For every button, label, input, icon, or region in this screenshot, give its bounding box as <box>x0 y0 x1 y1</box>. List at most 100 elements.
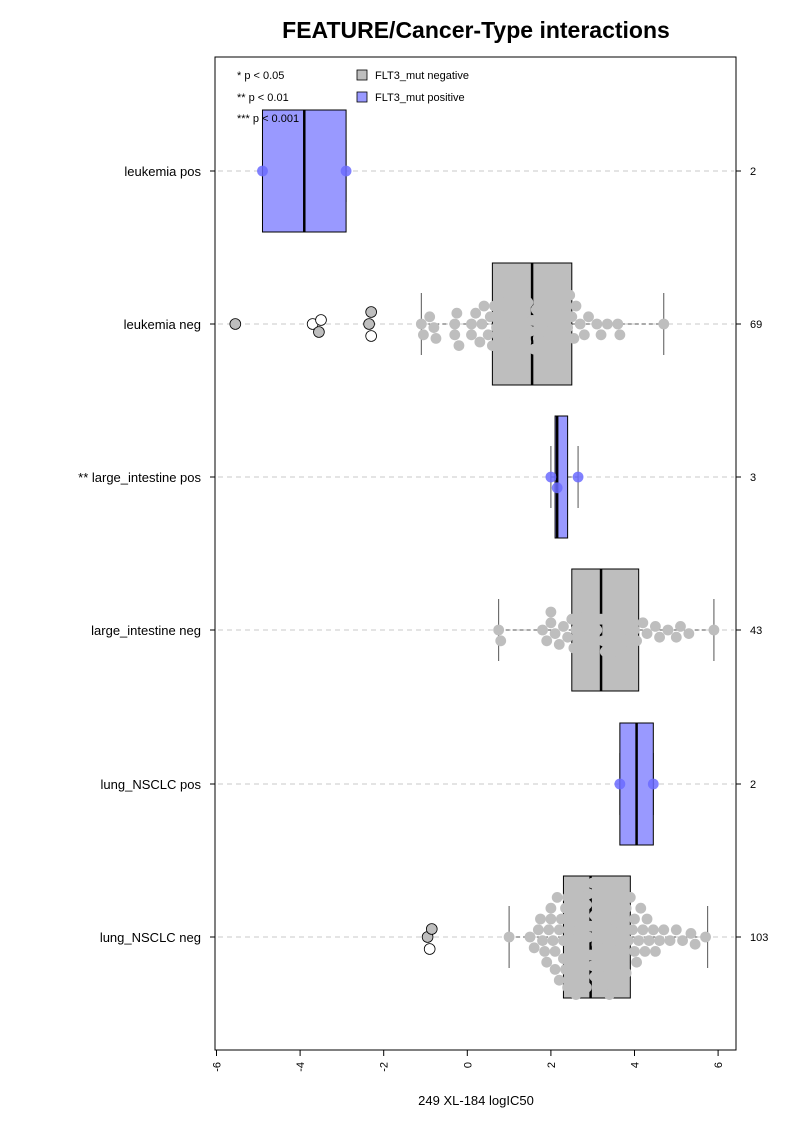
data-point <box>562 892 574 903</box>
data-point <box>524 931 536 943</box>
data-point <box>257 165 268 177</box>
data-point <box>555 913 567 925</box>
data-point <box>585 920 597 932</box>
data-point <box>562 322 574 333</box>
data-point <box>595 613 607 625</box>
data-point <box>583 888 594 900</box>
data-point <box>572 471 584 483</box>
data-point <box>631 635 642 647</box>
outlier-point <box>425 923 438 935</box>
data-point <box>700 931 711 943</box>
data-point <box>585 949 597 961</box>
category-label: lung_NSCLC pos <box>101 777 202 792</box>
data-point <box>608 956 619 968</box>
data-point <box>493 289 505 301</box>
data-point <box>537 624 548 636</box>
data-point <box>530 304 542 315</box>
data-point <box>560 964 571 975</box>
data-point <box>612 646 624 657</box>
data-point <box>597 635 609 647</box>
data-point <box>641 913 653 925</box>
data-point <box>572 931 584 943</box>
data-point <box>486 340 498 351</box>
data-point <box>551 289 563 301</box>
data-point <box>572 892 584 903</box>
data-point <box>591 899 603 910</box>
data-point <box>654 631 665 643</box>
data-point <box>708 624 720 636</box>
legend: FLT3_mut negative FLT3_mut positive <box>356 69 469 104</box>
data-point <box>647 778 659 790</box>
data-point <box>599 906 611 918</box>
data-point <box>482 329 494 341</box>
data-point <box>539 946 551 957</box>
data-point <box>539 297 551 308</box>
data-point <box>451 307 463 319</box>
data-point <box>541 956 553 968</box>
data-point <box>453 340 465 351</box>
data-point <box>524 325 536 337</box>
data-point <box>610 967 622 979</box>
x-tick-label: 2 <box>546 1062 558 1068</box>
data-point <box>537 318 548 330</box>
data-point <box>643 935 655 946</box>
data-point <box>532 924 544 936</box>
data-point <box>614 978 626 990</box>
data-point <box>568 333 580 344</box>
data-point <box>478 300 490 312</box>
data-point <box>620 635 632 647</box>
data-point <box>581 621 592 632</box>
data-point <box>604 624 615 636</box>
data-point <box>547 935 559 946</box>
data-point <box>535 913 546 925</box>
data-point <box>501 300 513 312</box>
outlier-point <box>365 306 377 318</box>
data-point <box>574 318 586 330</box>
data-point <box>650 621 661 632</box>
data-point <box>639 946 651 957</box>
data-point <box>591 624 603 636</box>
count-label: 3 <box>750 472 756 484</box>
data-point <box>614 329 626 341</box>
data-point <box>597 917 609 928</box>
data-point <box>670 924 682 936</box>
data-point <box>555 311 567 323</box>
data-point <box>583 610 594 621</box>
data-point <box>685 928 697 939</box>
data-point <box>553 639 565 650</box>
data-point <box>512 329 523 341</box>
data-point <box>664 935 676 946</box>
data-point <box>568 642 580 654</box>
data-point <box>612 892 624 903</box>
data-point <box>518 307 530 319</box>
data-point <box>583 931 594 943</box>
significance-legend-item: * p < 0.05 <box>237 70 284 82</box>
data-point <box>491 322 502 333</box>
outlier-point <box>229 318 242 330</box>
data-point <box>689 938 701 950</box>
data-point <box>641 628 653 639</box>
data-point <box>614 881 626 892</box>
data-point <box>662 624 674 636</box>
legend-label-positive: FLT3_mut positive <box>375 92 465 104</box>
data-point <box>635 902 647 914</box>
data-point <box>606 946 617 957</box>
data-point <box>587 639 599 650</box>
data-point <box>564 881 576 892</box>
data-point <box>537 935 548 946</box>
data-point <box>516 318 528 330</box>
data-point <box>499 329 511 341</box>
legend-swatch-positive <box>356 91 368 103</box>
data-point <box>522 297 534 308</box>
data-point <box>526 315 538 326</box>
data-point <box>574 920 586 932</box>
count-label: 2 <box>750 779 756 791</box>
data-point <box>528 942 540 954</box>
data-point <box>595 982 607 993</box>
x-tick-label: 0 <box>462 1062 474 1068</box>
data-point <box>415 318 427 330</box>
data-point <box>568 953 580 964</box>
data-point <box>449 318 461 330</box>
data-point <box>566 311 578 323</box>
data-point <box>428 322 440 333</box>
